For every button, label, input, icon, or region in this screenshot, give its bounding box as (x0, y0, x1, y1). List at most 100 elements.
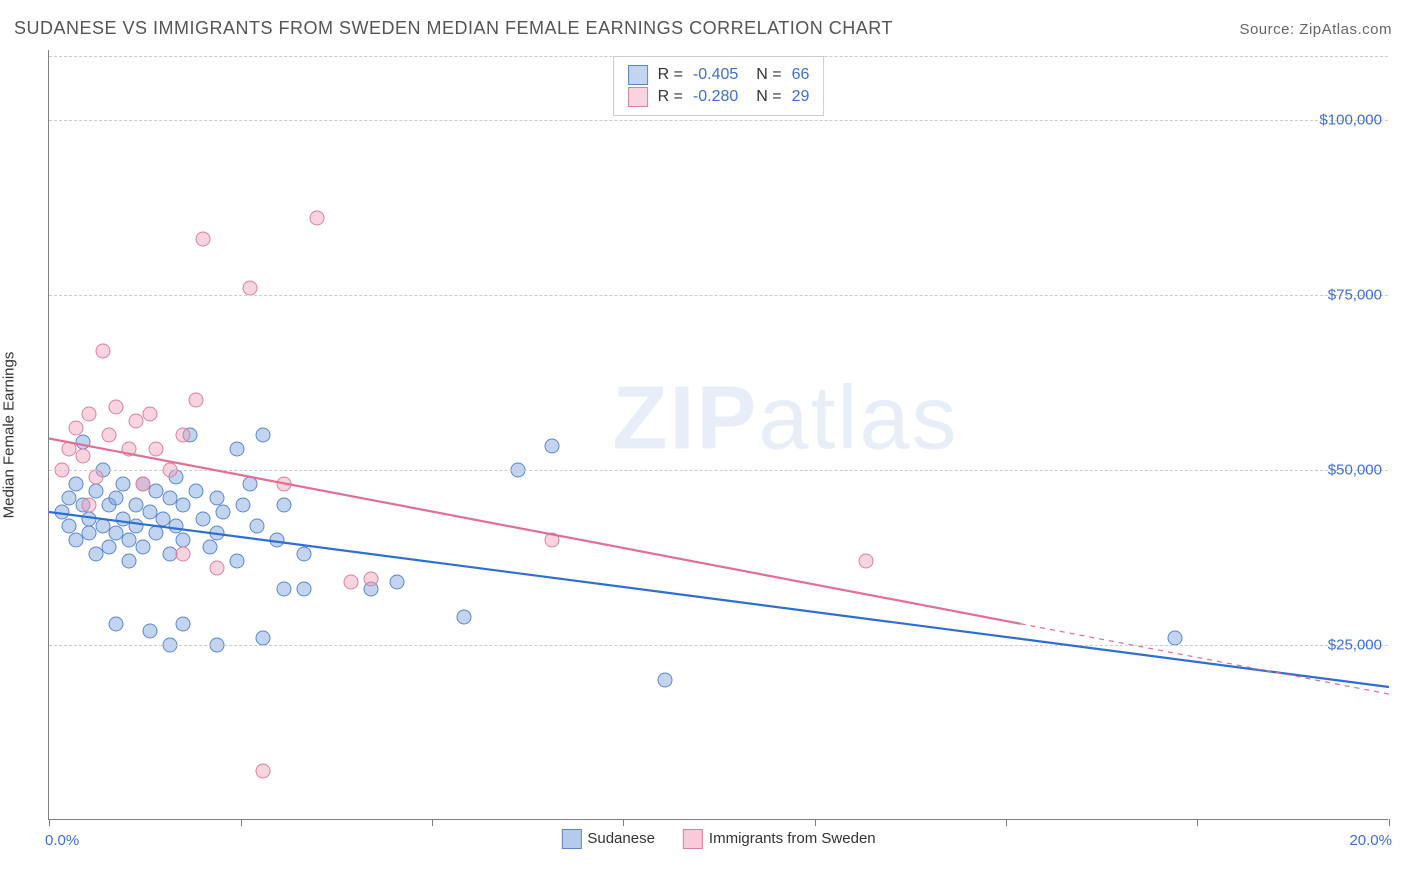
scatter-point (276, 582, 291, 597)
scatter-point (859, 554, 874, 569)
scatter-point (343, 575, 358, 590)
scatter-point (243, 477, 258, 492)
series-swatch (628, 65, 648, 85)
chart-frame: Median Female Earnings ZIPatlas R =-0.40… (48, 50, 1388, 820)
scatter-point (209, 561, 224, 576)
plot-area (49, 50, 1388, 819)
scatter-point (88, 470, 103, 485)
y-axis-title: Median Female Earnings (1, 351, 18, 518)
scatter-point (95, 344, 110, 359)
scatter-point (209, 491, 224, 506)
scatter-point (109, 617, 124, 632)
scatter-point (544, 533, 559, 548)
x-axis-min-label: 0.0% (45, 832, 79, 849)
scatter-point (142, 407, 157, 422)
scatter-point (75, 435, 90, 450)
scatter-point (102, 540, 117, 555)
x-tick (1006, 819, 1007, 826)
scatter-point (122, 554, 137, 569)
scatter-point (68, 421, 83, 436)
gridline (49, 470, 1388, 471)
scatter-point (88, 484, 103, 499)
scatter-point (55, 505, 70, 520)
scatter-point (82, 407, 97, 422)
scatter-point (122, 442, 137, 457)
scatter-point (658, 673, 673, 688)
scatter-point (189, 484, 204, 499)
scatter-point (176, 498, 191, 513)
x-tick (623, 819, 624, 826)
scatter-point (1167, 631, 1182, 646)
corr-r-value: -0.405 (693, 66, 738, 84)
scatter-point (256, 764, 271, 779)
scatter-point (176, 533, 191, 548)
corr-n-value: 66 (792, 66, 810, 84)
scatter-point (202, 540, 217, 555)
scatter-point (296, 582, 311, 597)
legend-label: Sudanese (587, 830, 655, 847)
title-bar: SUDANESE VS IMMIGRANTS FROM SWEDEN MEDIA… (14, 18, 1392, 39)
corr-n-value: 29 (792, 88, 810, 106)
scatter-point (256, 428, 271, 443)
corr-r-value: -0.280 (693, 88, 738, 106)
y-tick-label: $25,000 (1302, 637, 1382, 654)
scatter-point (82, 498, 97, 513)
bottom-legend: Sudanese Immigrants from Sweden (561, 829, 875, 849)
scatter-point (68, 477, 83, 492)
x-tick (241, 819, 242, 826)
scatter-point (135, 477, 150, 492)
correlation-legend-box: R =-0.405 N =66 R =-0.280 N =29 (613, 56, 825, 116)
series-swatch (628, 87, 648, 107)
corr-row: R =-0.405 N =66 (628, 65, 810, 85)
scatter-point (229, 442, 244, 457)
y-tick-label: $100,000 (1302, 112, 1382, 129)
series-swatch (683, 829, 703, 849)
scatter-point (256, 631, 271, 646)
x-axis-max-label: 20.0% (1349, 832, 1392, 849)
scatter-point (196, 512, 211, 527)
y-tick-label: $75,000 (1302, 287, 1382, 304)
scatter-point (216, 505, 231, 520)
scatter-point (276, 498, 291, 513)
scatter-point (390, 575, 405, 590)
scatter-point (129, 519, 144, 534)
corr-row: R =-0.280 N =29 (628, 87, 810, 107)
scatter-point (169, 519, 184, 534)
scatter-point (189, 393, 204, 408)
gridline (49, 120, 1388, 121)
scatter-point (75, 449, 90, 464)
scatter-point (363, 571, 378, 586)
scatter-point (457, 610, 472, 625)
scatter-point (149, 526, 164, 541)
scatter-point (109, 400, 124, 415)
series-swatch (561, 829, 581, 849)
scatter-point (176, 617, 191, 632)
scatter-point (236, 498, 251, 513)
legend-item: Sudanese (561, 829, 655, 849)
x-tick (1389, 819, 1390, 826)
scatter-point (196, 232, 211, 247)
x-tick (432, 819, 433, 826)
source-label: Source: ZipAtlas.com (1239, 21, 1392, 38)
scatter-point (249, 519, 264, 534)
gridline (49, 295, 1388, 296)
scatter-point (109, 491, 124, 506)
gridline (49, 645, 1388, 646)
scatter-point (102, 428, 117, 443)
scatter-point (229, 554, 244, 569)
x-tick (815, 819, 816, 826)
scatter-point (243, 281, 258, 296)
legend-item: Immigrants from Sweden (683, 829, 876, 849)
scatter-point (544, 438, 559, 453)
scatter-point (269, 533, 284, 548)
scatter-point (296, 547, 311, 562)
x-tick (1197, 819, 1198, 826)
scatter-point (176, 428, 191, 443)
scatter-point (276, 477, 291, 492)
scatter-point (310, 211, 325, 226)
scatter-point (135, 540, 150, 555)
scatter-point (142, 624, 157, 639)
x-tick (49, 819, 50, 826)
chart-title: SUDANESE VS IMMIGRANTS FROM SWEDEN MEDIA… (14, 18, 893, 39)
scatter-point (115, 477, 130, 492)
